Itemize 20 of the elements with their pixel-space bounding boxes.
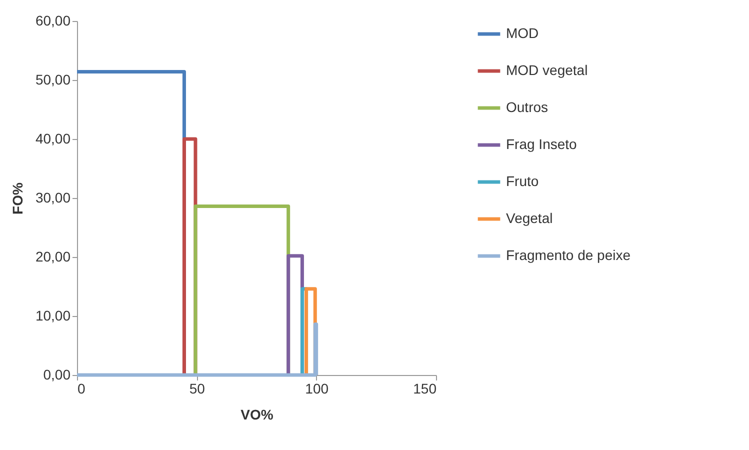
x-tick-label: 0 <box>78 380 86 396</box>
x-tick-label: 100 <box>305 380 329 396</box>
legend-label: MOD vegetal <box>506 62 588 78</box>
y-tick-label: 40,00 <box>35 130 71 146</box>
y-tick-label: 50,00 <box>35 72 71 88</box>
x-tick-label: 50 <box>189 380 206 396</box>
y-tick-label: 60,00 <box>35 12 71 28</box>
y-tick-label: 10,00 <box>35 308 71 324</box>
legend-label: Fragmento de peixe <box>506 247 631 263</box>
y-tick-label: 20,00 <box>35 248 71 264</box>
legend-label: Fruto <box>506 173 539 189</box>
y-axis-title: FO% <box>9 182 26 214</box>
legend-label: MOD <box>506 25 539 41</box>
legend-label: Outros <box>506 99 548 115</box>
x-axis-title: VO% <box>240 406 274 422</box>
legend-label: Vegetal <box>506 210 553 226</box>
y-tick-label: 30,00 <box>35 190 71 206</box>
x-tick-label: 150 <box>413 380 437 396</box>
legend-label: Frag Inseto <box>506 136 578 152</box>
y-tick-label: 0,00 <box>43 366 71 382</box>
